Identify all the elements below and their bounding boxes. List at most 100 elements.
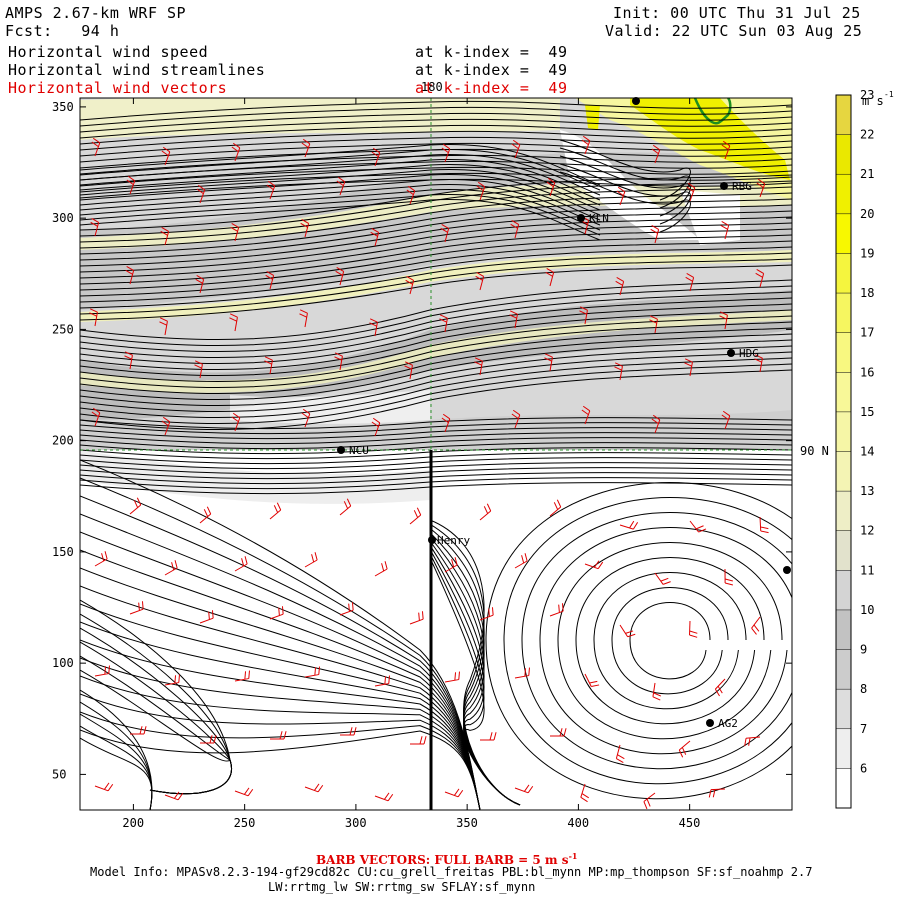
station-ag2-marker [706, 719, 714, 727]
wind-barb [751, 616, 761, 629]
x-tick-label: 300 [345, 816, 367, 830]
streamline [539, 527, 792, 755]
field-streamlines: Horizontal wind streamlines [8, 61, 266, 79]
streamline [80, 315, 792, 376]
wind-barb [269, 360, 273, 375]
streamline [80, 118, 792, 139]
station-henry-label: Henry [437, 534, 470, 547]
wind-barb [724, 225, 730, 240]
streamline [80, 168, 601, 211]
colorbar-label: 7 [860, 722, 867, 736]
wind-barb [724, 145, 731, 160]
streamline [80, 216, 792, 273]
colorbar-swatch [836, 411, 851, 452]
streamline [80, 285, 792, 346]
streamline [80, 442, 792, 455]
streamline [80, 174, 792, 231]
colorbar-label: 17 [860, 326, 874, 340]
streamline [593, 572, 747, 710]
wind-barb [409, 514, 422, 525]
streamline [80, 222, 792, 279]
wind-barb [304, 674, 319, 678]
streamline [80, 333, 792, 394]
streamline [80, 351, 792, 412]
wind-barb [409, 280, 415, 295]
colorbar-swatch [836, 95, 851, 135]
streamline [80, 264, 792, 321]
streamline [80, 297, 792, 358]
wind-barb [94, 312, 98, 327]
wind-barb [619, 366, 623, 381]
wind-barb [409, 618, 424, 625]
wind-barb [339, 505, 352, 516]
wind-barb [164, 151, 171, 166]
streamline [80, 142, 792, 163]
wind-barb [269, 509, 282, 520]
streamline [80, 585, 481, 810]
streamline [80, 163, 601, 206]
wind-barb [164, 231, 170, 246]
wind-barb [514, 675, 529, 679]
wind-barb [129, 504, 142, 515]
wind-barb [234, 317, 238, 332]
colorbar-swatch [836, 293, 851, 333]
streamline [80, 729, 481, 810]
streamline [80, 112, 792, 133]
wind-barb [129, 270, 135, 285]
wind-barb [710, 788, 726, 791]
streamline [80, 192, 792, 249]
wind-barb [164, 794, 179, 801]
wind-barb [94, 558, 108, 567]
wind-barb [234, 678, 249, 682]
y-tick-label: 350 [52, 100, 74, 114]
wind-barbs [89, 135, 769, 810]
streamline [80, 291, 792, 352]
streamline [559, 147, 691, 209]
wind-barb [339, 271, 345, 286]
wind-barb [689, 187, 696, 202]
streamline [80, 106, 792, 127]
streamline [80, 188, 601, 231]
wind-barb [444, 228, 450, 243]
station-kln-label: KLN [589, 212, 609, 225]
wind-barb [479, 614, 494, 621]
wind-barb [199, 189, 206, 204]
colorbar-label: 13 [860, 484, 874, 498]
streamline [80, 183, 601, 226]
station-top-marker [632, 97, 640, 105]
field-wind-speed: Horizontal wind speed [8, 43, 209, 61]
colorbar-swatch [836, 530, 851, 571]
model-info-line-2: LW:rrtmg_lw SW:rrtmg_sw SFLAY:sf_mynn [268, 880, 536, 894]
y-tick-label: 300 [52, 211, 74, 225]
streamline [503, 497, 792, 785]
wind-barb [304, 786, 319, 793]
streamline [80, 158, 601, 201]
streamline [80, 100, 792, 121]
wind-barb [269, 185, 276, 200]
y-tick-label: 100 [52, 656, 74, 670]
wind-barb [374, 795, 389, 802]
plot-frame [79, 97, 793, 811]
valid-time: Valid: 22 UTC Sun 03 Aug 25 [605, 22, 863, 40]
colorbar-swatch [836, 728, 851, 769]
wind-barb [409, 190, 416, 205]
streamline [80, 309, 792, 370]
streamline [80, 279, 792, 340]
wind-barb [654, 319, 658, 334]
streamline [485, 482, 792, 800]
wind-barb [584, 220, 590, 235]
wind-barb [234, 227, 240, 242]
streamline [80, 327, 792, 388]
streamline [80, 228, 792, 285]
streamline [80, 143, 601, 186]
wind-barb [164, 682, 179, 686]
wind-barb [374, 232, 380, 247]
streamline [80, 154, 792, 175]
wind-barb [304, 223, 310, 238]
wind-barb [584, 140, 591, 155]
wind-barb [584, 310, 588, 325]
wind-barb [619, 191, 626, 206]
streamline [80, 675, 481, 810]
streamline [559, 139, 691, 201]
streamline [629, 602, 711, 680]
